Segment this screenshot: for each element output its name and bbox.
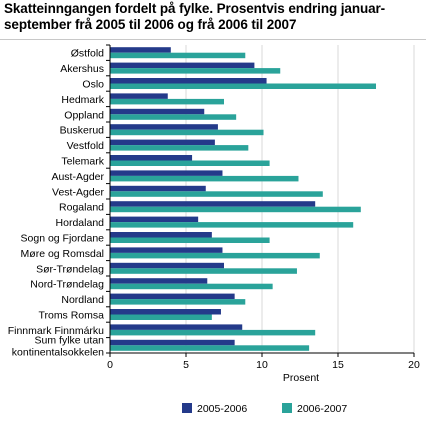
x-tick-label: 15 <box>332 359 344 371</box>
bar-2006-2007 <box>110 83 376 89</box>
bar-2006-2007 <box>110 299 246 305</box>
category-label: Buskerud <box>60 125 105 137</box>
category-labels: Østfold Akershus Oslo Hedmark Oppland Buskeru… <box>8 48 105 359</box>
category-label: Finnmark Finnmárku <box>8 325 104 337</box>
x-axis-label: Prosent <box>283 372 319 384</box>
category-label: Hedmark <box>61 94 104 106</box>
bar-2006-2007 <box>110 237 270 243</box>
gridlines <box>185 45 415 353</box>
category-label: Akershus <box>60 63 104 75</box>
chart-title: Skatteinngangen fordelt på fylke. Prosen… <box>4 1 386 32</box>
legend-swatch <box>282 403 292 413</box>
category-label: Østfold <box>71 48 104 60</box>
bar-2005-2006 <box>110 170 223 176</box>
bar-2005-2006 <box>110 124 218 130</box>
x-tick-label: 0 <box>107 359 113 371</box>
bar-2005-2006 <box>110 247 223 253</box>
category-label: Hordaland <box>56 217 105 229</box>
bar-2006-2007 <box>110 191 323 197</box>
x-tick-label: 10 <box>256 359 268 371</box>
bars <box>110 47 376 351</box>
category-label: Sør-Trøndelag <box>36 263 104 275</box>
bar-2005-2006 <box>110 201 316 207</box>
legend-label: 2005-2006 <box>197 403 247 415</box>
bar-2005-2006 <box>110 324 243 330</box>
bar-2006-2007 <box>110 98 224 105</box>
category-label: Aust-Agder <box>51 171 104 183</box>
category-label: Nordland <box>61 294 104 306</box>
bar-2006-2007 <box>110 283 273 290</box>
legend: 2005-2006 2006-2007 <box>182 403 347 415</box>
bar-2005-2006 <box>110 216 199 223</box>
bar-2006-2007 <box>110 252 320 259</box>
category-label: Telemark <box>61 156 104 168</box>
bar-2005-2006 <box>110 62 255 69</box>
bar-2005-2006 <box>110 262 224 269</box>
bar-2005-2006 <box>110 232 212 238</box>
category-label-line: Sum fylke utan <box>35 334 105 346</box>
title-divider <box>0 39 426 40</box>
bar-2005-2006 <box>110 278 208 284</box>
category-label: Oslo <box>82 79 104 91</box>
bar-2005-2006 <box>110 93 168 99</box>
axes <box>106 44 415 357</box>
bar-2005-2006 <box>110 339 235 346</box>
category-label: Nord-Trøndelag <box>30 279 104 291</box>
category-label: Sum fylke utan kontinentalsokkelen <box>12 334 104 358</box>
bar-2006-2007 <box>110 345 310 351</box>
bar-2005-2006 <box>110 139 215 146</box>
category-label: Vestfold <box>67 140 105 152</box>
bar-2006-2007 <box>110 175 299 182</box>
category-label: Rogaland <box>59 202 104 214</box>
bar-2006-2007 <box>110 160 270 166</box>
bar-2005-2006 <box>110 309 221 315</box>
legend-label: 2006-2007 <box>297 403 347 415</box>
bar-2006-2007 <box>110 145 249 151</box>
bar-2005-2006 <box>110 293 235 300</box>
x-tick-label: 20 <box>408 359 420 371</box>
bar-2006-2007 <box>110 206 361 213</box>
bar-2005-2006 <box>110 108 205 115</box>
bar-2005-2006 <box>110 155 193 161</box>
bar-2006-2007 <box>110 268 297 274</box>
bar-2005-2006 <box>110 47 171 53</box>
bar-2006-2007 <box>110 114 237 120</box>
category-label: Vest-Agder <box>52 186 104 198</box>
category-label: Møre og Romsdal <box>21 248 104 260</box>
bar-2006-2007 <box>110 329 316 336</box>
x-tick-labels: 0 5 10 15 20 <box>107 359 420 371</box>
category-label: Oppland <box>64 109 104 121</box>
bar-2006-2007 <box>110 222 354 228</box>
category-label: Troms Romsa <box>38 310 104 322</box>
category-label-line: kontinentalsokkelen <box>12 346 104 358</box>
category-label: Sogn og Fjordane <box>21 233 105 245</box>
bar-2005-2006 <box>110 185 206 192</box>
bar-2006-2007 <box>110 314 212 320</box>
bar-2006-2007 <box>110 52 246 59</box>
bar-2006-2007 <box>110 129 264 136</box>
x-tick-label: 5 <box>183 359 189 371</box>
bar-2005-2006 <box>110 78 267 84</box>
bar-2006-2007 <box>110 68 281 74</box>
legend-swatch <box>182 403 192 413</box>
